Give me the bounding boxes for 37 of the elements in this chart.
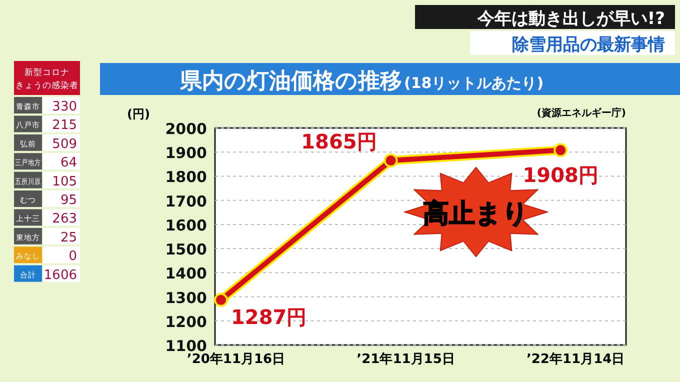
y-tick-label: 1400 — [165, 264, 207, 283]
data-label: 263 — [52, 212, 77, 227]
x-tick-label: ’22年11月14日 — [526, 352, 625, 367]
text: きょうの感染者 — [16, 80, 78, 91]
data-label: 64 — [60, 156, 77, 171]
y-tick-label: 1600 — [165, 216, 207, 234]
y-tick-label: 1800 — [165, 168, 207, 186]
data-label: 105 — [52, 174, 77, 190]
data-label: 1908円 — [522, 163, 598, 188]
data-label: 1865円 — [301, 130, 377, 154]
y-tick-label: 1500 — [165, 240, 207, 259]
y-axis-title: (円) — [127, 107, 150, 121]
x-tick-label: ’21年11月15日 — [356, 352, 455, 367]
text: (資源エネルギー庁) — [536, 107, 626, 119]
data-label: 1606 — [44, 268, 77, 283]
point — [554, 143, 568, 158]
x-tick-label: ’20年11月16日 — [186, 352, 286, 367]
point — [384, 154, 398, 168]
text: 今年は動き出しが早い!? — [476, 9, 665, 29]
data-label: 0 — [68, 249, 77, 264]
chart-title: 県内の灯油価格の推移 — [180, 69, 402, 94]
text: 新型コロナ — [24, 67, 70, 78]
data-label: 509 — [52, 136, 77, 152]
data-label: 1287円 — [231, 304, 307, 329]
y-tick-label: 1700 — [165, 192, 207, 210]
chart-subtitle: (18リットルあたり) — [404, 74, 544, 92]
data-label: 330 — [52, 100, 77, 114]
data-label: 215 — [52, 118, 77, 134]
y-tick-label: 1200 — [165, 312, 207, 331]
y-tick-label: 1900 — [165, 144, 207, 162]
y-tick-label: 1300 — [165, 288, 207, 307]
y-tick-label: 2000 — [165, 120, 207, 138]
annotation: 高止まり — [423, 199, 529, 229]
data-label: 95 — [60, 193, 77, 208]
text: 除雪用品の最新事情 — [512, 35, 665, 55]
data-label: 25 — [60, 230, 77, 246]
point — [214, 292, 228, 307]
